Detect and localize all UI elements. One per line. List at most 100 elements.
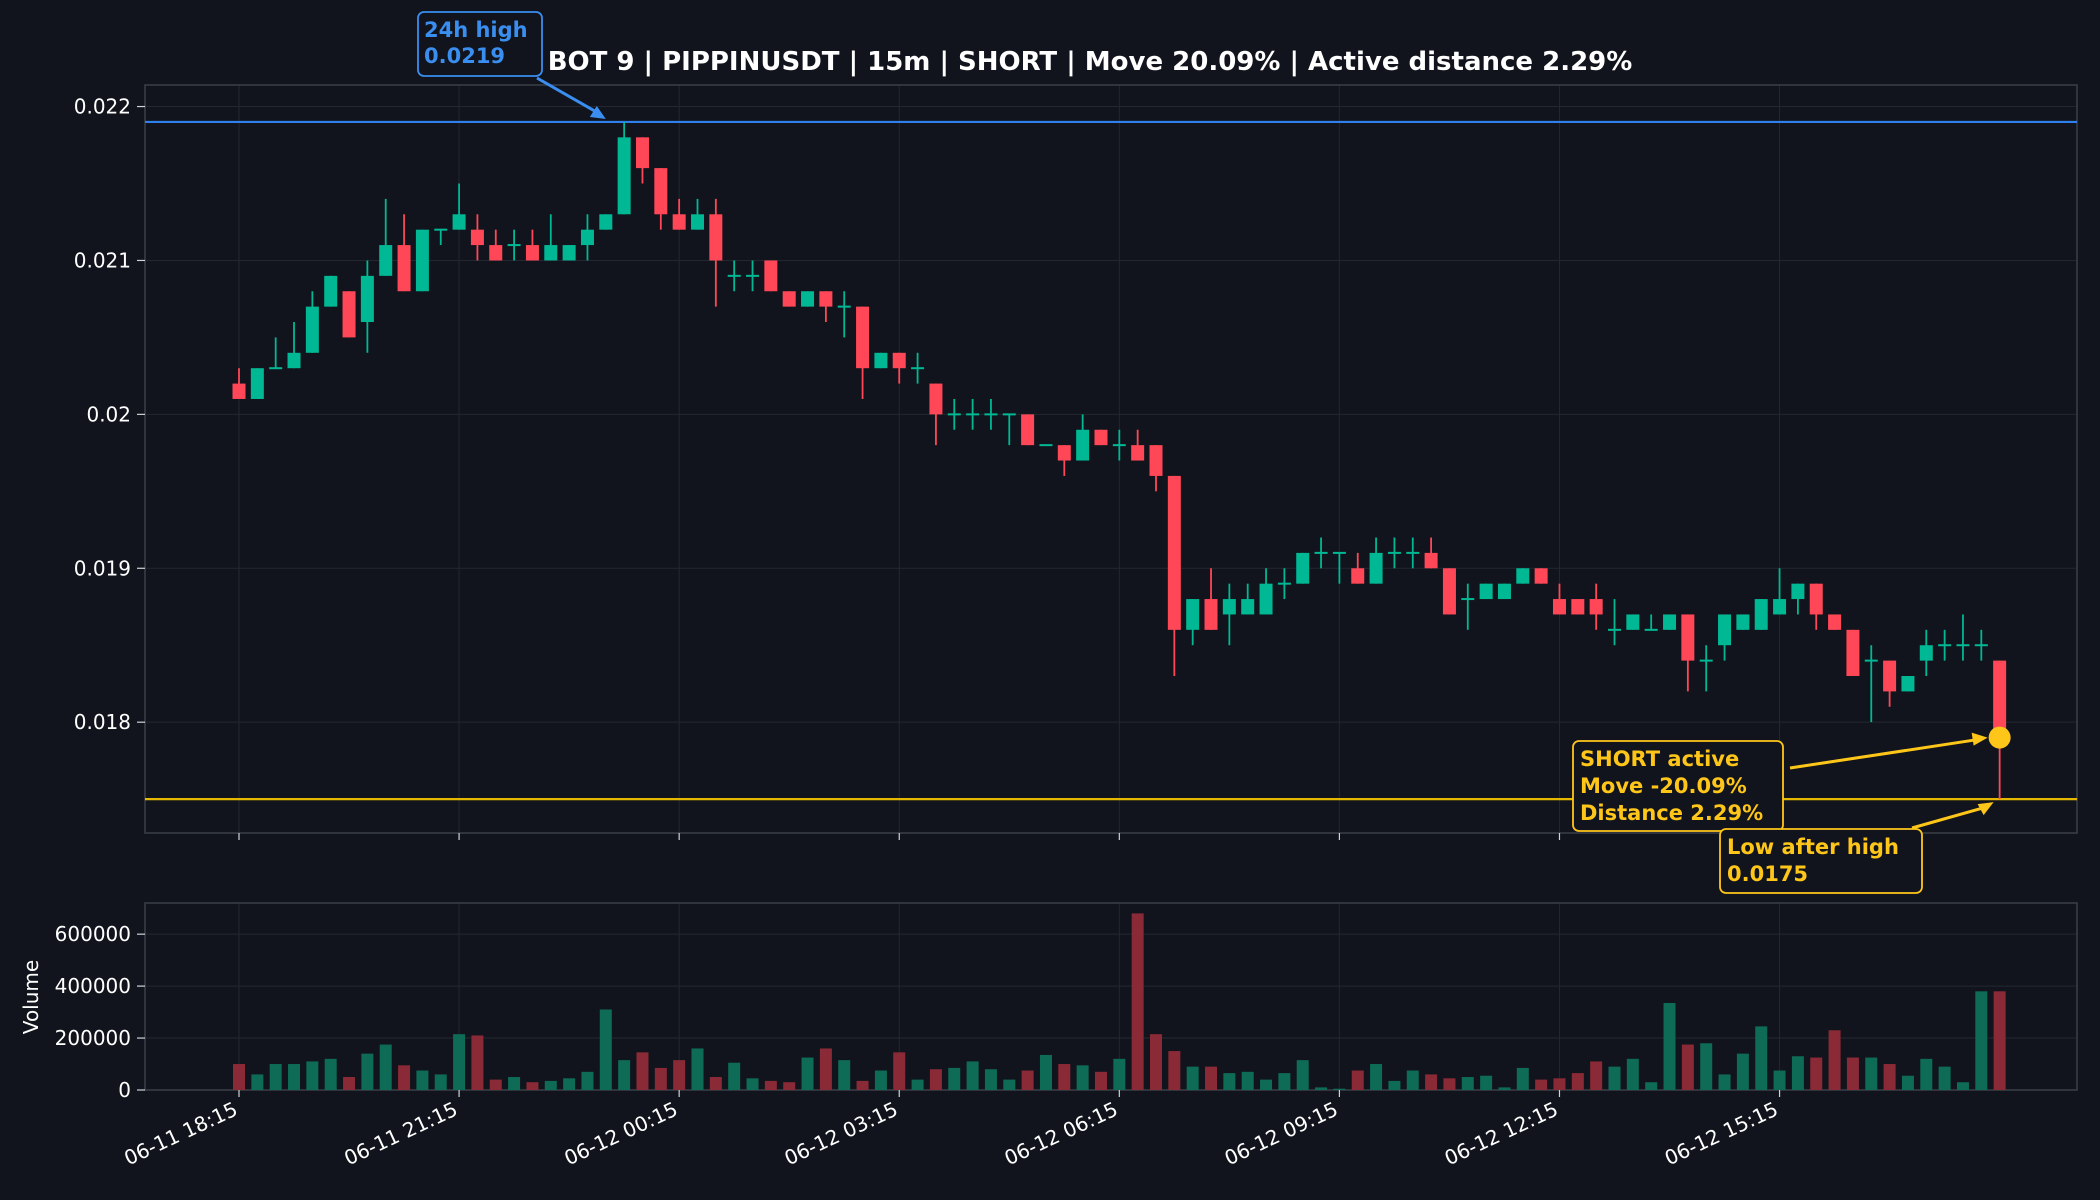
candle-body: [599, 214, 613, 230]
candle-body: [1864, 659, 1878, 662]
candle-body: [250, 368, 264, 399]
volume-bar: [673, 1060, 686, 1090]
volume-bar: [1791, 1056, 1804, 1090]
volume-bar: [1113, 1058, 1126, 1090]
volume-bar: [1608, 1066, 1621, 1090]
candle-body: [562, 245, 576, 261]
volume-bar: [581, 1071, 594, 1090]
candle-body: [1552, 599, 1566, 615]
volume-bar: [948, 1067, 961, 1090]
volume-bar: [856, 1080, 869, 1090]
volume-bar: [1443, 1078, 1456, 1090]
volume-bar: [1828, 1030, 1841, 1090]
volume-bar: [398, 1065, 411, 1090]
short-annotation-arrow: [1789, 738, 1978, 770]
volume-bar: [1425, 1074, 1438, 1090]
candle-body: [892, 352, 906, 369]
candle-body: [1938, 644, 1952, 647]
volume-bar: [1736, 1053, 1749, 1090]
candle-body: [1956, 644, 1970, 647]
volume-bar: [1406, 1070, 1419, 1090]
candle-body: [1626, 614, 1640, 630]
volume-bar: [1956, 1082, 1969, 1090]
candle-body: [1791, 583, 1805, 600]
candle-body: [452, 214, 466, 230]
volume-bar: [379, 1044, 392, 1090]
volume-bar: [966, 1061, 979, 1090]
volume-bar: [1241, 1071, 1254, 1090]
candle-body: [746, 274, 760, 277]
volume-bar: [563, 1078, 576, 1090]
candle-body: [1351, 568, 1365, 584]
volume-bar: [1571, 1073, 1584, 1090]
volume-bar: [1773, 1070, 1786, 1090]
volume-bar: [1883, 1064, 1896, 1090]
candle-body: [1442, 568, 1456, 615]
volume-bar: [1094, 1071, 1107, 1090]
volume-bar: [1626, 1058, 1639, 1090]
volume-bar: [1223, 1073, 1236, 1090]
volume-bar: [654, 1067, 667, 1090]
candle-body: [1167, 475, 1181, 630]
candle-body: [360, 275, 374, 323]
volume-bar: [636, 1052, 649, 1090]
candle-body: [342, 291, 356, 338]
candle-body: [1828, 614, 1842, 630]
candle-body: [269, 367, 283, 370]
volume-bar: [1846, 1057, 1859, 1090]
candle-body: [1479, 583, 1493, 600]
volume-bar: [783, 1082, 796, 1090]
price-tick-label: 0.022: [74, 95, 131, 119]
volume-bar: [1645, 1082, 1658, 1090]
candle-body: [1112, 444, 1126, 447]
candle-body: [1406, 551, 1420, 554]
chart-title: BOT 9 | PIPPINUSDT | 15m | SHORT | Move …: [548, 47, 1633, 77]
candle-body: [654, 168, 668, 215]
low-annotation-box: [1719, 828, 1923, 894]
volume-bar: [618, 1060, 631, 1090]
price-tick-label: 0.02: [86, 402, 131, 426]
volume-bar: [1296, 1060, 1309, 1090]
candle-body: [1754, 599, 1768, 630]
price-tick-label: 0.021: [74, 248, 131, 272]
candle-body: [1222, 599, 1236, 615]
volume-bar: [343, 1077, 356, 1090]
volume-bar: [1535, 1079, 1548, 1090]
volume-bar: [1333, 1088, 1346, 1090]
high-annotation-arrowhead: [589, 105, 606, 119]
volume-bar: [709, 1077, 722, 1090]
candle-body: [544, 245, 558, 261]
volume-bar: [1920, 1058, 1933, 1090]
volume-bar: [251, 1074, 264, 1090]
candle-body: [929, 383, 943, 415]
candle-body: [1608, 628, 1621, 631]
short-annotation-text: SHORT active: [1580, 747, 1739, 771]
volume-bar: [306, 1061, 319, 1090]
price-panel-frame: [144, 84, 2078, 834]
candle-body: [1461, 598, 1475, 601]
volume-bar: [1150, 1034, 1162, 1090]
candle-body: [470, 229, 484, 246]
volume-bar: [819, 1048, 832, 1090]
volume-bar: [1718, 1074, 1731, 1090]
candle-body: [1241, 599, 1255, 615]
volume-bar: [1186, 1066, 1199, 1090]
candle-body: [1387, 551, 1401, 554]
volume-bar: [508, 1077, 521, 1090]
candle-body: [1424, 552, 1438, 569]
candle-body: [617, 137, 631, 215]
volume-bar: [416, 1070, 429, 1090]
volume-bar: [1975, 991, 1988, 1090]
candle-body: [947, 413, 961, 416]
low-annotation-arrowhead: [1977, 802, 1994, 816]
volume-tick-label: 400000: [55, 974, 131, 998]
high-annotation-arrow: [536, 76, 601, 116]
volume-bar: [1076, 1065, 1089, 1090]
candle-body: [1131, 445, 1145, 461]
candle-body: [672, 214, 686, 230]
volume-bar: [1205, 1066, 1218, 1090]
volume-bar: [838, 1060, 851, 1090]
candle-body: [305, 306, 319, 353]
volume-bar: [544, 1080, 557, 1090]
